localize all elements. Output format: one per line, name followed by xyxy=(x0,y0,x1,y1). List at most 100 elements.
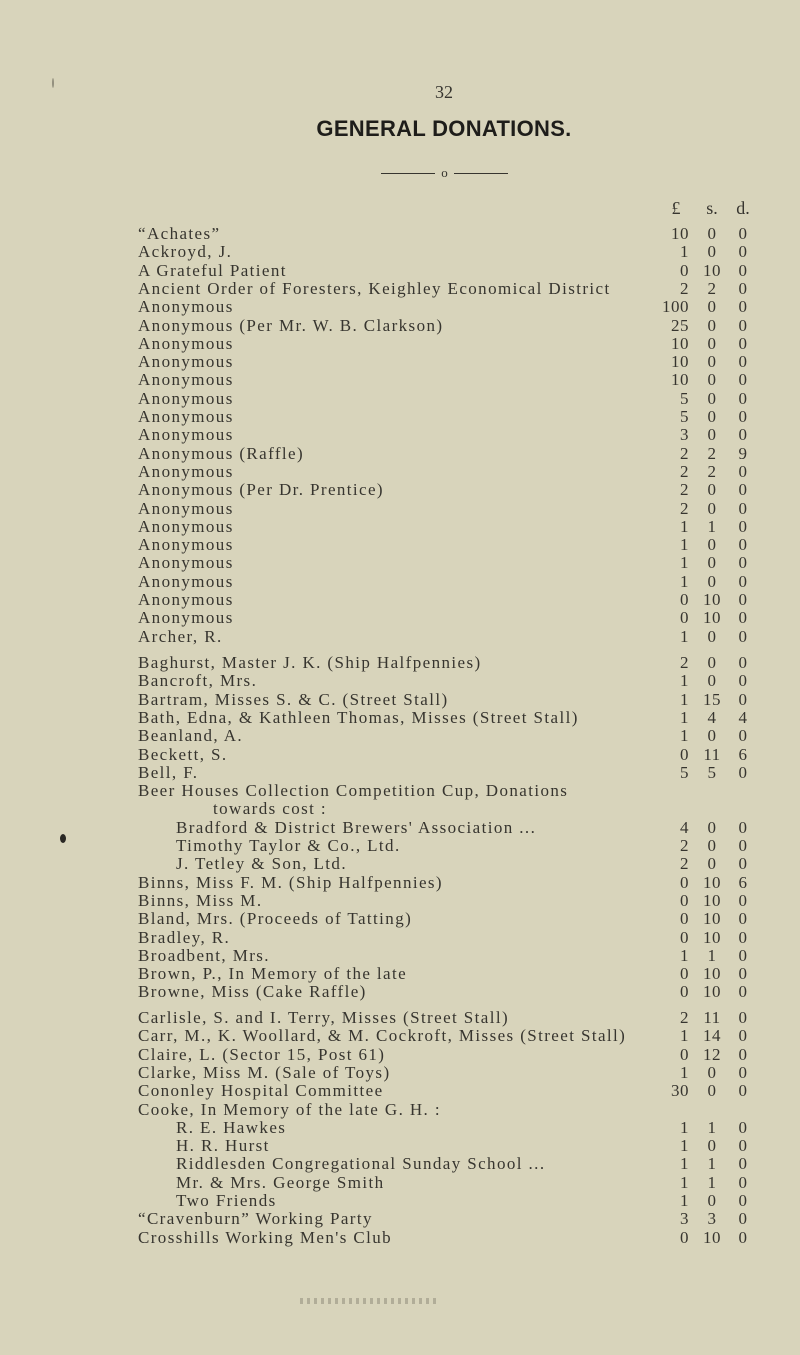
donation-row: R. E. Hawkes 1 1 0 xyxy=(0,1117,800,1137)
amount-shillings: 0 xyxy=(707,1191,717,1210)
donation-row: Anonymous 10 0 0 xyxy=(0,333,800,353)
amount-shillings: 10 xyxy=(703,590,721,609)
donation-row: Bland, Mrs. (Proceeds of Tatting) 0 10 0 xyxy=(0,909,800,929)
column-header-pence: d. xyxy=(736,198,750,218)
amount-shillings: 15 xyxy=(703,689,721,709)
donor-name: Anonymous xyxy=(138,590,234,609)
donation-row: Anonymous 1 0 0 xyxy=(0,535,800,555)
donor-name: Crosshills Working Men's Club xyxy=(138,1227,393,1247)
amount-pounds: 1 xyxy=(680,1136,689,1156)
amount-shillings: 0 xyxy=(707,498,717,518)
amount-pounds: 1 xyxy=(680,1154,689,1174)
donation-row: Anonymous (Raffle) 2 2 9 xyxy=(0,443,800,463)
dot-leader xyxy=(244,498,638,518)
donor-name: Anonymous (Raffle) xyxy=(138,443,305,463)
amount-shillings: 0 xyxy=(707,626,717,646)
dot-leader xyxy=(280,1136,638,1156)
amount-pence: 0 xyxy=(738,571,748,591)
dot-leader xyxy=(555,1154,638,1174)
dot-leader xyxy=(377,982,638,1002)
donor-name: R. E. Hawkes xyxy=(176,1117,287,1137)
amount-shillings: 2 xyxy=(707,443,717,463)
amount-shillings: 0 xyxy=(707,535,717,555)
dot-leader xyxy=(244,516,638,536)
amount-shillings: 0 xyxy=(707,854,717,874)
donation-row: Ackroyd, J. 1 0 0 xyxy=(0,242,800,262)
amount-pounds: 1 xyxy=(680,571,689,591)
amount-shillings: 0 xyxy=(707,1081,717,1101)
column-header-shillings: s. xyxy=(706,198,718,218)
amount-pounds: 1 xyxy=(680,707,689,727)
dot-leader xyxy=(453,315,638,335)
amount-pounds: 1 xyxy=(680,1026,689,1046)
amount-pence: 6 xyxy=(738,872,748,892)
donation-row: Anonymous 1 1 0 xyxy=(0,516,800,536)
donation-row: Riddlesden Congregational Sunday School … xyxy=(0,1154,800,1174)
donor-name: H. R. Hurst xyxy=(176,1136,270,1156)
amount-pounds: 3 xyxy=(680,1209,689,1229)
amount-pence: 0 xyxy=(738,242,748,262)
donor-name: Binns, Miss F. M. (Ship Halfpennies) xyxy=(138,872,443,892)
amount-pounds: 1 xyxy=(680,945,689,965)
donor-name: Anonymous xyxy=(138,516,234,536)
amount-pounds: 10 xyxy=(671,224,689,243)
amount-pounds: 2 xyxy=(680,461,689,481)
amount-shillings: 0 xyxy=(707,653,717,672)
amount-pence: 0 xyxy=(738,224,748,243)
amount-shillings: 1 xyxy=(707,1117,717,1137)
amount-pence: 0 xyxy=(738,1209,748,1229)
donor-name: Anonymous xyxy=(138,608,234,628)
page-title: GENERAL DONATIONS. xyxy=(316,116,572,141)
donation-row: J. Tetley & Son, Ltd. 2 0 0 xyxy=(0,854,800,874)
amount-pence: 0 xyxy=(738,726,748,746)
dot-leader xyxy=(208,762,638,782)
amount-pounds: 0 xyxy=(680,1227,689,1247)
donation-row: Anonymous 5 0 0 xyxy=(0,407,800,426)
amount-shillings: 10 xyxy=(703,909,721,929)
donation-row: “Achates” 10 0 0 xyxy=(0,224,800,243)
amount-shillings: 10 xyxy=(703,1227,721,1247)
amount-pence: 0 xyxy=(738,425,748,445)
donation-row: Bradley, R. 0 10 0 xyxy=(0,927,800,947)
donation-row: Beer Houses Collection Competition Cup, … xyxy=(0,781,800,800)
amount-pounds: 1 xyxy=(680,626,689,646)
amount-shillings: 2 xyxy=(707,461,717,481)
dot-leader xyxy=(230,224,638,243)
donation-row: Bartram, Misses S. & C. (Street Stall) 1 1… xyxy=(0,689,800,709)
dot-leader xyxy=(244,608,638,628)
donation-row: Anonymous (Per Mr. W. B. Clarkson) 25 0 0 xyxy=(0,315,800,335)
amount-pence: 0 xyxy=(738,1026,748,1046)
donation-row: Anonymous 10 0 0 xyxy=(0,352,800,372)
amount-pounds: 2 xyxy=(680,854,689,874)
dot-leader xyxy=(402,1227,638,1247)
column-header-pounds: £ xyxy=(671,198,681,218)
dot-leader xyxy=(238,744,638,764)
amount-shillings: 0 xyxy=(707,836,717,855)
amount-shillings: 10 xyxy=(703,872,721,892)
dot-leader xyxy=(394,1081,638,1101)
amount-shillings: 0 xyxy=(707,671,717,691)
donor-name: Baghurst, Master J. K. (Ship Halfpennies… xyxy=(138,653,482,672)
donor-name: Bradley, R. xyxy=(138,927,231,947)
donor-name: Bartram, Misses S. & C. (Street Stall) xyxy=(138,689,449,709)
dot-leader xyxy=(395,1044,638,1064)
amount-shillings: 0 xyxy=(707,333,717,353)
title-separator: o xyxy=(381,164,508,182)
donation-row: Anonymous 2 0 0 xyxy=(0,498,800,518)
dot-leader xyxy=(417,964,638,984)
amount-shillings: 10 xyxy=(703,608,721,628)
amount-shillings: 11 xyxy=(703,744,721,764)
amount-pence: 0 xyxy=(738,945,748,965)
donor-name: Anonymous xyxy=(138,370,234,390)
donor-name: Bath, Edna, & Kathleen Thomas, Misses (S… xyxy=(138,707,579,727)
amount-pounds: 2 xyxy=(680,653,689,672)
amount-shillings: 0 xyxy=(707,370,717,390)
donor-name: J. Tetley & Son, Ltd. xyxy=(176,854,347,874)
amount-shillings: 1 xyxy=(707,516,717,536)
donor-name: Anonymous xyxy=(138,425,234,445)
donor-name: Anonymous xyxy=(138,535,234,555)
donor-name: towards cost : xyxy=(213,799,328,819)
amount-pounds: 0 xyxy=(680,1044,689,1064)
donation-row: Baghurst, Master J. K. (Ship Halfpennies… xyxy=(0,653,800,672)
amount-pounds: 10 xyxy=(671,333,689,353)
